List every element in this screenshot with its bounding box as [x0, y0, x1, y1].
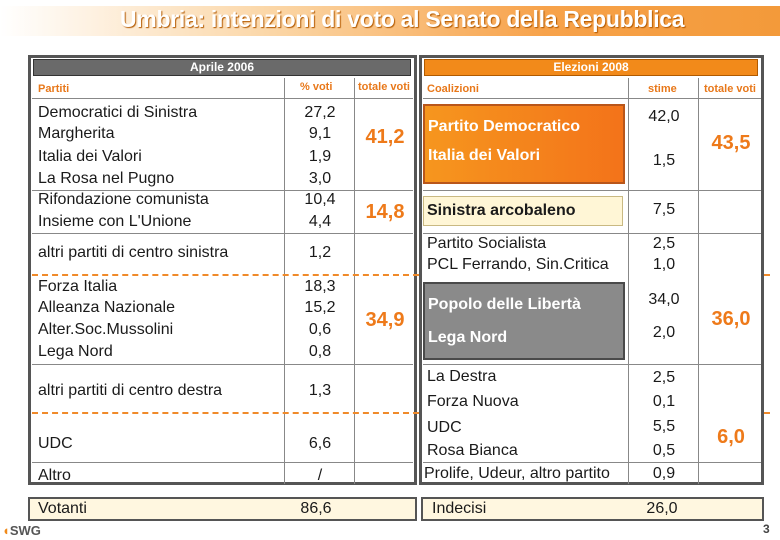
pdl-total: 36,0 [711, 308, 751, 330]
indecisi-label: Indecisi [432, 500, 487, 517]
party-name: Alleanza Nazionale [38, 299, 175, 316]
party-name: altri partiti di centro destra [38, 382, 223, 399]
udc-total: 6,0 [717, 426, 745, 448]
party-name: Altro [38, 467, 71, 484]
indecisi-value: 26,0 [646, 500, 678, 517]
party-value: 1,9 [308, 148, 332, 165]
page-number: 3 [763, 522, 770, 536]
party-value: 18,3 [304, 278, 336, 295]
party-name: Italia dei Valori [38, 148, 142, 165]
party-value: 1,2 [308, 244, 332, 261]
party-name: Alter.Soc.Mussolini [38, 321, 174, 338]
party-value: 0,5 [652, 442, 676, 459]
party-value: 2,5 [652, 235, 676, 252]
party-name: altri partiti di centro sinistra [38, 244, 229, 261]
party-value: 3,0 [308, 170, 332, 187]
party-name: Forza Italia [38, 278, 118, 295]
pd-label: Partito Democratico [428, 118, 581, 135]
col-stime: stime [648, 83, 677, 95]
total-cdl: 34,9 [365, 309, 405, 331]
sinistra-box [423, 196, 623, 226]
party-name: La Rosa nel Pugno [38, 170, 175, 187]
row-divider [32, 190, 413, 191]
party-name: Partito Socialista [427, 235, 547, 252]
row-divider [423, 462, 761, 463]
party-name: PCL Ferrando, Sin.Critica [427, 256, 609, 273]
total-sinistra: 14,8 [365, 201, 405, 223]
party-value: 2,5 [652, 369, 676, 386]
coalition-separator [32, 412, 770, 414]
party-name: Democratici di Sinistra [38, 104, 198, 121]
row-divider [423, 190, 761, 191]
pdl-label: Popolo delle Libertà [428, 296, 581, 313]
party-name: Rifondazione comunista [38, 191, 209, 208]
party-name: Rosa Bianca [427, 442, 518, 459]
votanti-value: 86,6 [300, 500, 332, 517]
idv-label: Italia dei Valori [428, 147, 541, 164]
party-value: 1,0 [652, 256, 676, 273]
pdl-value: 34,0 [648, 291, 680, 308]
row-divider [32, 364, 413, 365]
left-header-line [32, 98, 413, 99]
pdl-coalition-box [423, 282, 625, 360]
pd-coalition-box [423, 104, 625, 184]
row-divider [32, 233, 413, 234]
col-coalizioni: Coalizioni [427, 83, 479, 95]
votanti-footer [28, 497, 417, 521]
party-value: 27,2 [304, 104, 336, 121]
party-value: 0,6 [308, 321, 332, 338]
party-value: / [317, 467, 323, 484]
party-name: Margherita [38, 125, 115, 142]
row-divider [423, 364, 761, 365]
left-vline-2 [354, 78, 355, 484]
party-value: 9,1 [308, 125, 332, 142]
left-header: Aprile 2006 [33, 59, 411, 76]
right-header-line [423, 98, 761, 99]
right-vline-2 [698, 78, 699, 484]
party-name: UDC [38, 435, 73, 452]
party-value: 0,8 [308, 343, 332, 360]
lega-value: 2,0 [652, 324, 676, 341]
coalition-separator [32, 274, 770, 276]
votanti-label: Votanti [38, 500, 87, 517]
title-bar [0, 6, 780, 36]
party-name: Prolife, Udeur, altro partito [424, 465, 610, 482]
party-value: 10,4 [304, 191, 336, 208]
party-name: UDC [427, 419, 462, 436]
party-value: 5,5 [652, 418, 676, 435]
party-value: 1,3 [308, 382, 332, 399]
lega-label: Lega Nord [428, 329, 508, 346]
party-value: 0,9 [652, 465, 676, 482]
party-name: Forza Nuova [427, 393, 519, 410]
swg-logo-text: SWG [9, 523, 41, 538]
right-vline-1 [628, 78, 629, 484]
swg-logo: ◖SWG [2, 523, 41, 538]
party-value: 4,4 [308, 213, 332, 230]
swg-logo-mark-icon: ◖ [2, 523, 10, 538]
party-value: 6,6 [308, 435, 332, 452]
col-totale-left: totale voti [358, 81, 410, 93]
col-partiti: Partiti [38, 83, 70, 95]
party-name: Lega Nord [38, 343, 113, 360]
party-name: La Destra [427, 368, 497, 385]
col-voti: % voti [300, 81, 333, 93]
left-vline-1 [284, 78, 285, 484]
right-header: Elezioni 2008 [424, 59, 758, 76]
party-name: Insieme con L'Unione [38, 213, 192, 230]
idv-value: 1,5 [652, 152, 676, 169]
page-title: Umbria: intenzioni di voto al Senato del… [120, 6, 685, 32]
indecisi-footer [421, 497, 764, 521]
total-ulivo: 41,2 [365, 126, 405, 148]
row-divider [423, 233, 761, 234]
pd-total: 43,5 [711, 132, 751, 154]
sinistra-value: 7,5 [652, 201, 676, 218]
party-value: 15,2 [304, 299, 336, 316]
pd-value: 42,0 [648, 108, 680, 125]
sinistra-label: Sinistra arcobaleno [427, 202, 576, 219]
row-divider [32, 462, 413, 463]
col-totale-right: totale voti [704, 83, 756, 95]
party-value: 0,1 [652, 393, 676, 410]
